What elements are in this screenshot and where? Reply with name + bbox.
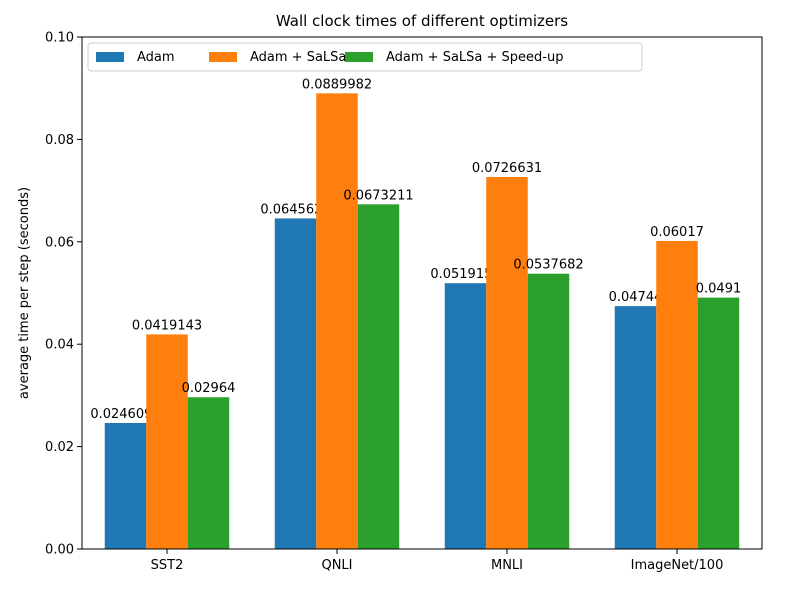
bar-adam-salsa-sst2 (146, 334, 188, 549)
legend-label: Adam + SaLSa + Speed-up (386, 50, 563, 65)
plot-area: 0.00 0.02 0.04 0.06 0.08 0.10 0.0246095 0.04191… (45, 31, 763, 573)
bar-value-label: 0.0419143 (132, 318, 202, 333)
bar-adam-imagenet-100 (614, 306, 657, 549)
legend-swatch (209, 52, 237, 62)
y-axis-label: average time per step (seconds) (17, 187, 32, 399)
y-tick-label: 0.02 (45, 440, 74, 455)
axes-frame (81, 36, 763, 550)
bar-adam-salsa-speed-up-sst2 (187, 397, 230, 549)
x-tick-label: SST2 (151, 558, 184, 573)
legend-swatch (345, 52, 373, 62)
x-tick-label: MNLI (491, 558, 523, 573)
bar-adam-salsa-mnli (486, 176, 528, 549)
bar-value-label: 0.0519152 (430, 267, 500, 282)
y-tick-label: 0.08 (45, 133, 74, 148)
chart-title: Wall clock times of different optimizers (276, 12, 568, 30)
bar-value-label: 0.0246095 (90, 407, 160, 422)
bar-value-label: 0.0889982 (302, 77, 372, 92)
bar-value-label: 0.06017 (650, 225, 704, 240)
bar-value-label: 0.0537682 (513, 258, 583, 273)
bar-adam-salsa-imagenet-100 (656, 240, 698, 549)
y-tick-label: 0.10 (45, 31, 74, 46)
bar-adam-mnli (444, 283, 487, 549)
legend-label: Adam + SaLSa (250, 50, 346, 65)
x-tick-label: ImageNet/100 (631, 558, 724, 573)
bar-value-label: 0.0726631 (472, 161, 542, 176)
bar-value-label: 0.04744 (609, 290, 663, 305)
bar-adam-salsa-qnli (316, 93, 358, 549)
bar-value-label: 0.0673211 (343, 188, 413, 203)
bar-value-label: 0.0491 (696, 282, 742, 297)
x-tick-label: QNLI (321, 558, 352, 573)
bar-adam-salsa-speed-up-imagenet-100 (697, 297, 740, 549)
legend-swatch (96, 52, 124, 62)
y-tick-label: 0.06 (45, 235, 74, 250)
bar-value-label: 0.0645627 (260, 202, 330, 217)
bar-adam-salsa-speed-up-qnli (357, 204, 400, 549)
legend: Adam Adam + SaLSa Adam + SaLSa + Speed-up (87, 42, 643, 72)
bar-adam-sst2 (104, 422, 147, 549)
y-tick-label: 0.04 (45, 338, 74, 353)
bar-adam-qnli (274, 218, 317, 550)
bar-adam-salsa-speed-up-mnli (527, 273, 570, 549)
y-tick-label: 0.00 (45, 543, 74, 558)
bar-value-label: 0.02964 (182, 381, 236, 396)
legend-label: Adam (137, 50, 175, 65)
